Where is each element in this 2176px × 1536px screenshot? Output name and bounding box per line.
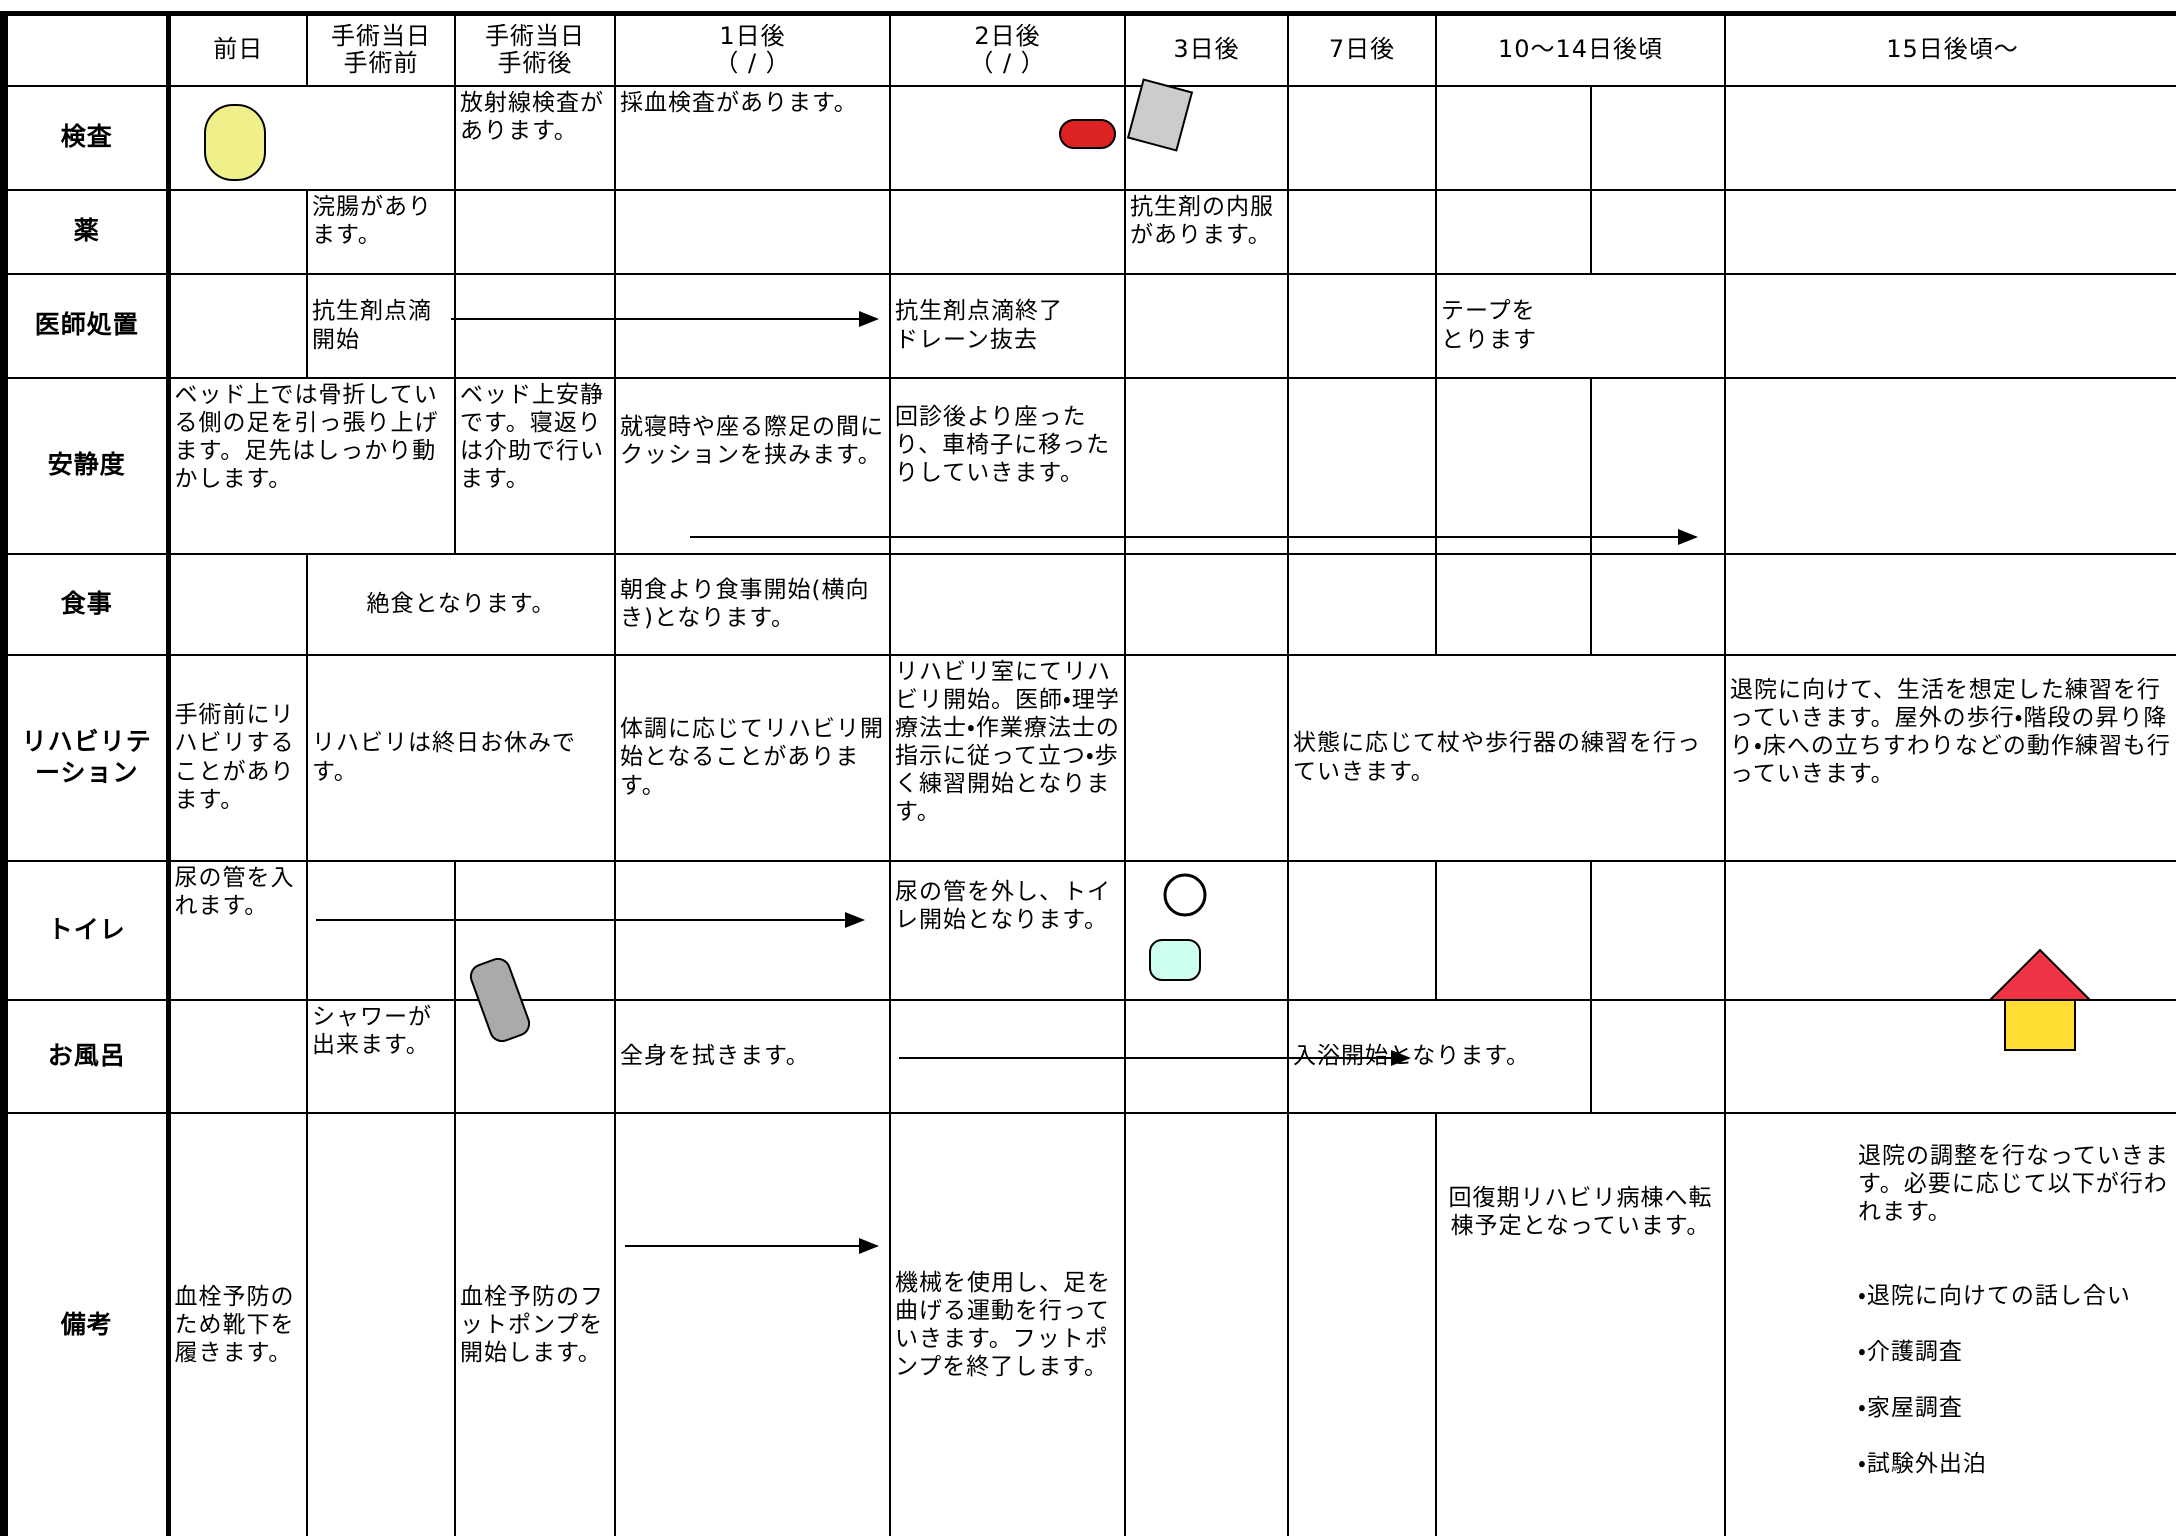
page: 前日 手術当日 手術前 手術当日 手術後 1日後 （ / ） 2日後 （ / ）…: [0, 0, 2176, 1377]
note-item: ・家屋調査: [1858, 1394, 2175, 1422]
note-item: ・試験外出泊: [1858, 1450, 2175, 1478]
arrows: [0, 0, 2176, 1377]
illustrations: [205, 80, 2090, 1050]
